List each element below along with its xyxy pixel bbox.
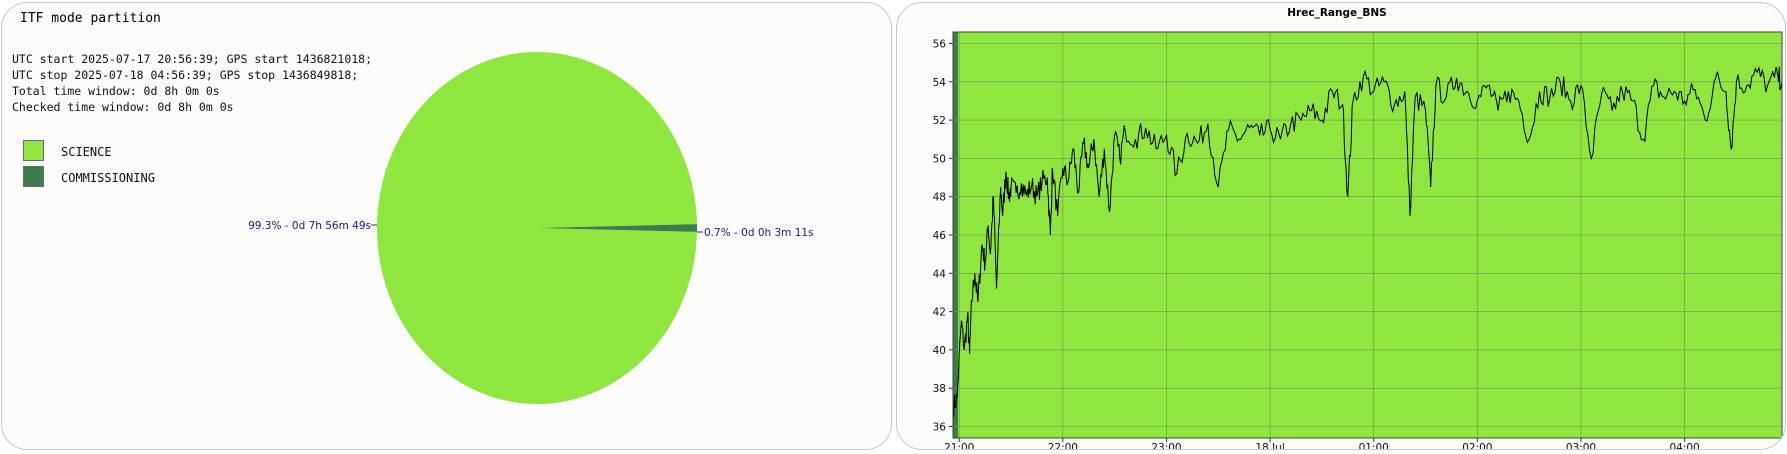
pie-label-science: 99.3% - 0d 7h 56m 49s [248, 220, 371, 232]
pie-chart: 99.3% - 0d 7h 56m 49s 0.7% - 0d 0h 3m 11s [248, 51, 814, 404]
x-tick-label: 01:00 [1359, 442, 1389, 449]
y-tick-label: 56 [933, 38, 947, 50]
pie-label-commissioning: 0.7% - 0d 0h 3m 11s [704, 227, 814, 239]
x-tick-label: 22:00 [1048, 442, 1078, 449]
x-tick-label: 18 Jul [1255, 442, 1284, 449]
info-line-checked-window: Checked time window: 0d 8h 0m 0s [12, 100, 234, 114]
plot-frame [952, 31, 1783, 439]
time-window-info: UTC start 2025-07-17 20:56:39; GPS start… [12, 51, 372, 115]
x-tick-label: 21:00 [944, 442, 974, 449]
y-tick-label: 44 [933, 268, 947, 280]
legend-swatch-science [23, 140, 44, 161]
y-tick-label: 50 [933, 153, 946, 165]
legend-swatch-commissioning [23, 166, 44, 187]
y-tick-label: 48 [933, 192, 946, 204]
line-chart: Hrec_Range_BNS 36 38 40 42 44 46 48 50 52 54 56 21:0… [933, 7, 1783, 449]
y-tick-label: 38 [933, 383, 946, 395]
y-tick-label: 52 [933, 115, 946, 127]
legend-label-commissioning: COMMISSIONING [61, 171, 155, 185]
y-tick-label: 40 [933, 345, 946, 357]
series-line-hrec-range-bns [952, 66, 1783, 418]
y-tick-label: 36 [933, 422, 947, 434]
x-tick-label: 03:00 [1566, 442, 1596, 449]
info-line-utc-stop: UTC stop 2025-07-18 04:56:39; GPS stop 1… [12, 68, 359, 82]
pie-slice-commissioning [537, 224, 697, 232]
y-tick-label: 42 [933, 307, 946, 319]
pie-slice-science [377, 51, 697, 404]
pie-panel: ITF mode partition UTC start 2025-07-17 … [1, 2, 892, 450]
y-tick-label: 54 [933, 77, 947, 89]
y-tick-label: 46 [933, 230, 947, 242]
x-tick-label: 02:00 [1462, 442, 1492, 449]
line-chart-panel: Hrec_Range_BNS 36 38 40 42 44 46 48 50 52 54 56 21:0… [896, 2, 1786, 450]
info-line-total-window: Total time window: 0d 8h 0m 0s [12, 84, 220, 98]
line-chart-title: Hrec_Range_BNS [1287, 7, 1386, 19]
legend-label-science: SCIENCE [61, 145, 112, 159]
x-tick-label: 04:00 [1669, 442, 1699, 449]
x-tick-label: 23:00 [1151, 442, 1181, 449]
pie-title: ITF mode partition [20, 11, 161, 26]
info-line-utc-start: UTC start 2025-07-17 20:56:39; GPS start… [12, 52, 373, 66]
